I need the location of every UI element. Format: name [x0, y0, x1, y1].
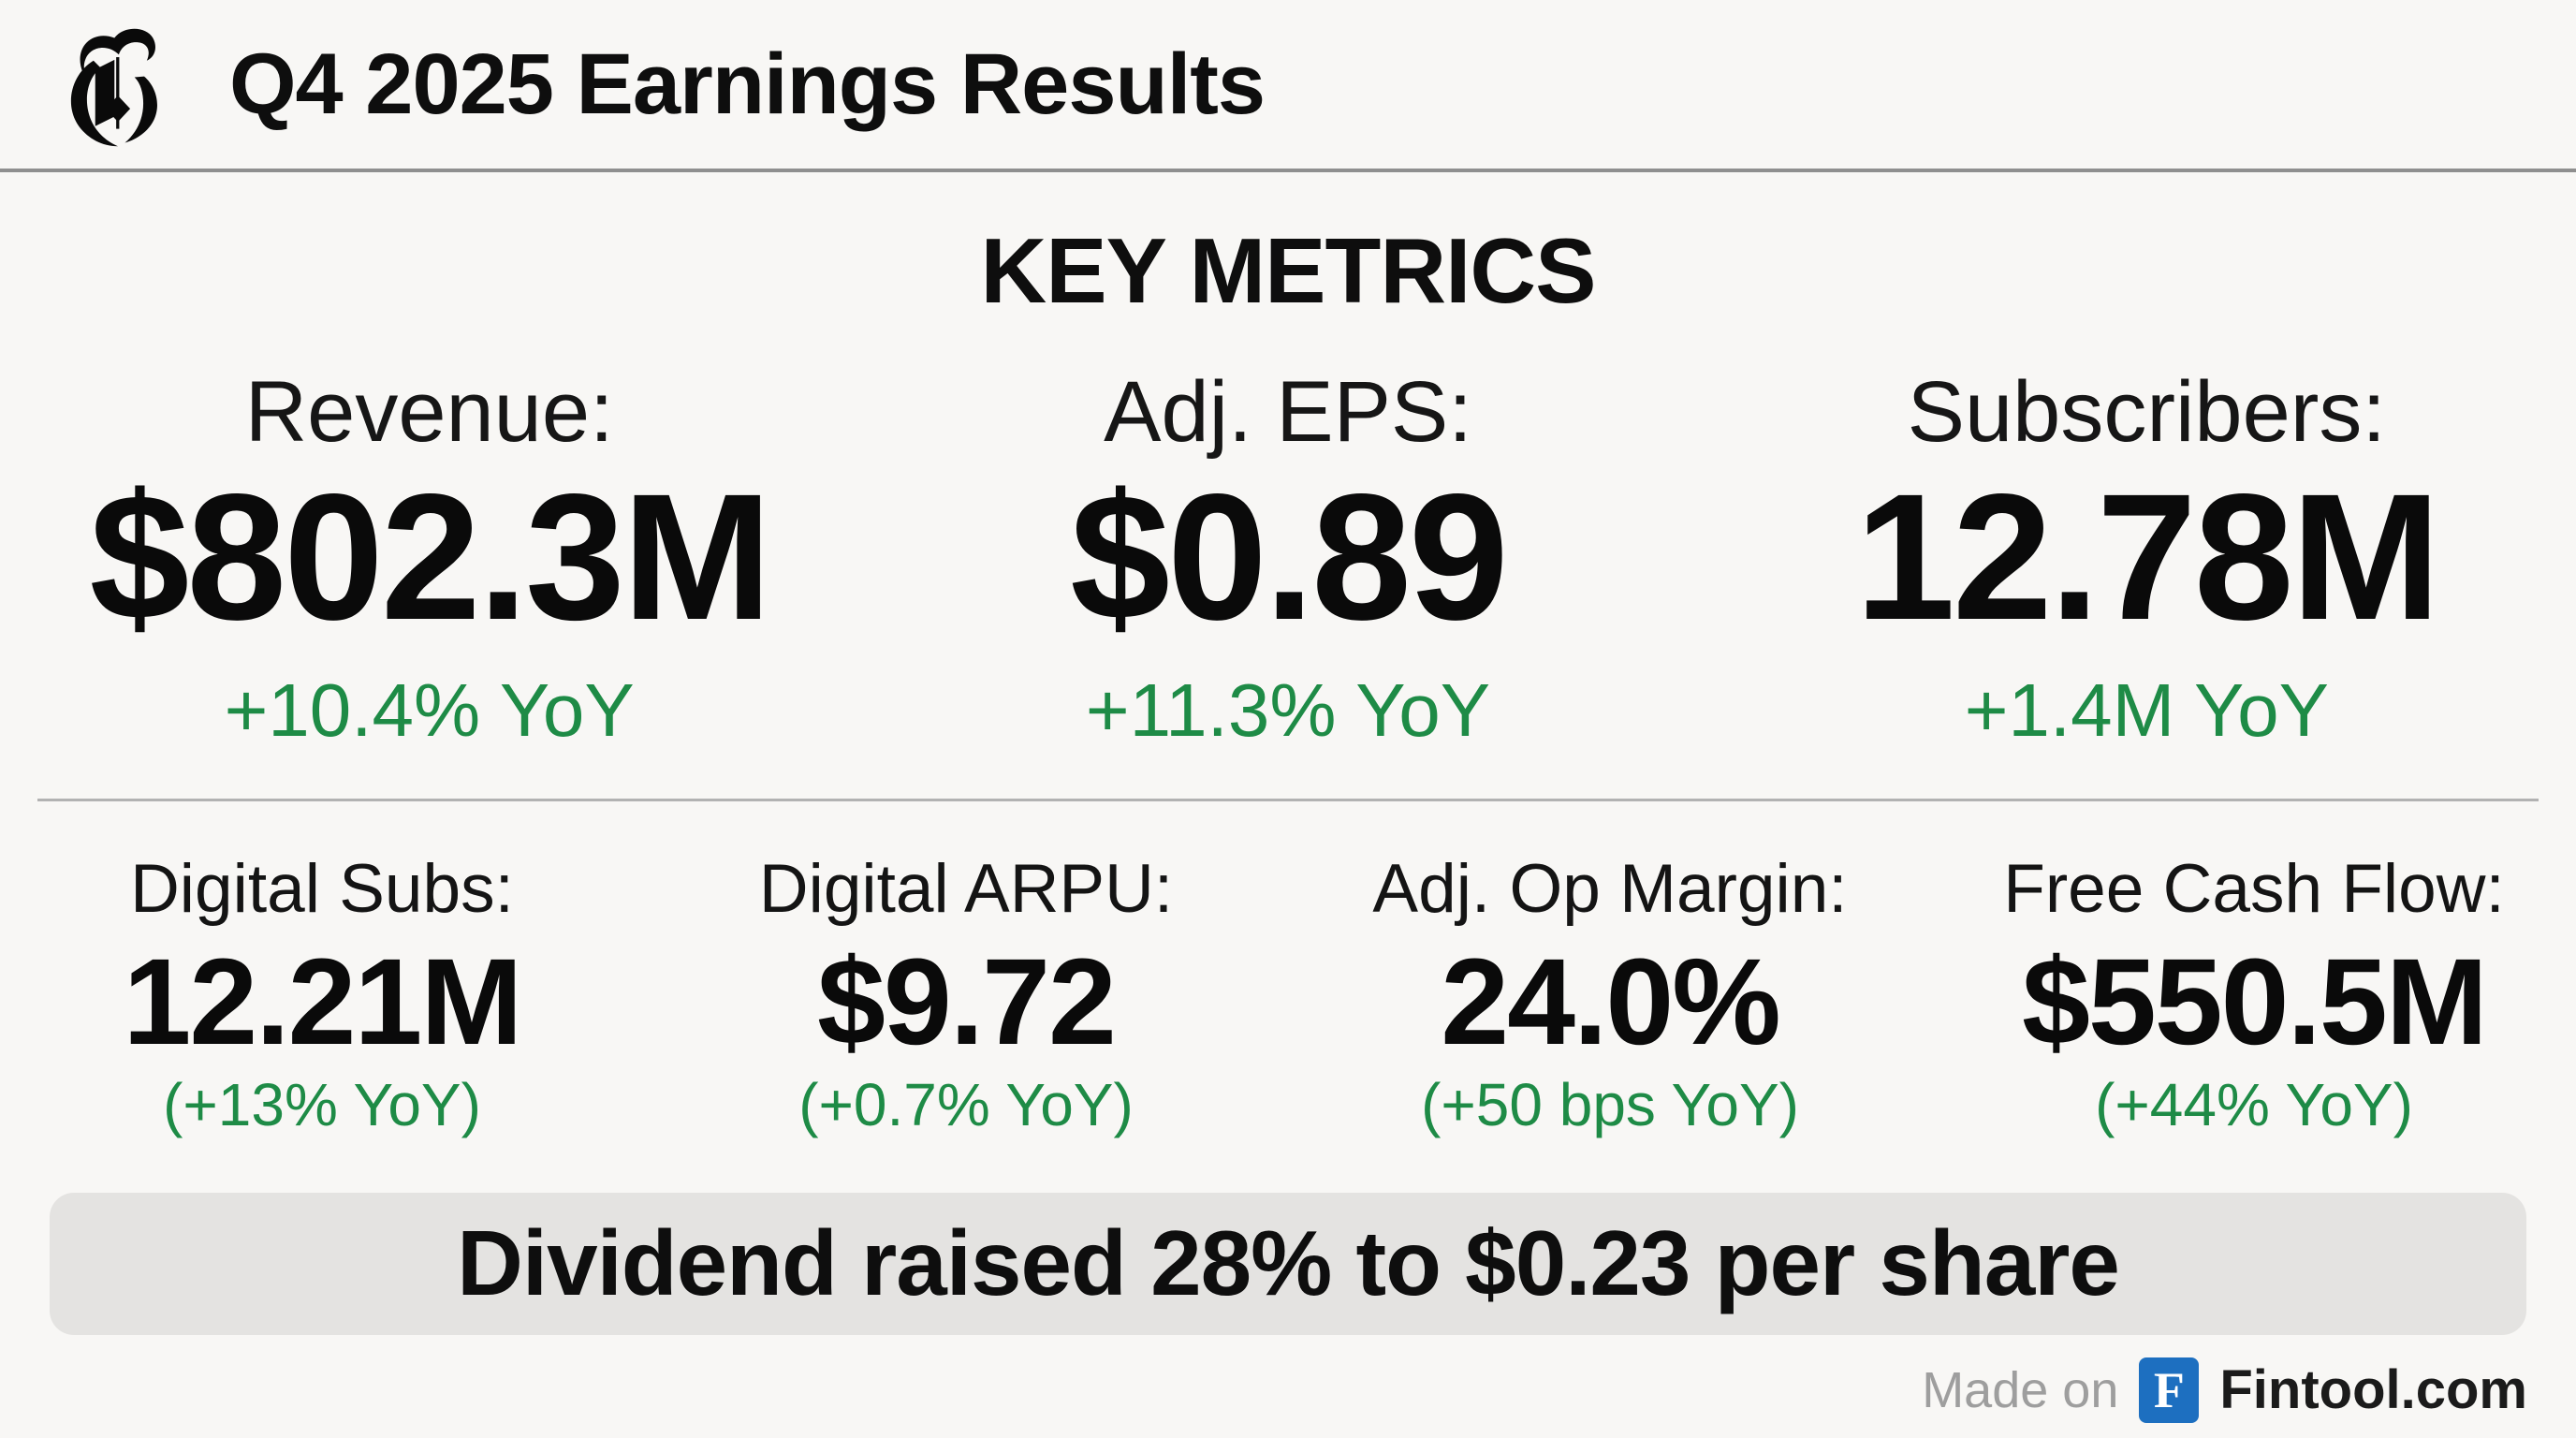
fintool-logo-letter: F	[2153, 1361, 2185, 1418]
metric-value: $802.3M	[89, 456, 772, 658]
dividend-banner-text: Dividend raised 28% to $0.23 per share	[457, 1211, 2120, 1315]
metric-adj-op-margin: Adj. Op Margin: 24.0% (+50 bps YoY)	[1288, 851, 1932, 1139]
secondary-metrics-row: Digital Subs: 12.21M (+13% YoY) Digital …	[0, 851, 2576, 1139]
fintool-brand-label: Fintool.com	[2219, 1359, 2527, 1421]
metric-label: Free Cash Flow:	[2003, 851, 2505, 928]
metric-label: Digital Subs:	[130, 851, 514, 928]
metric-revenue: Revenue: $802.3M +10.4% YoY	[0, 364, 858, 753]
dividend-banner: Dividend raised 28% to $0.23 per share	[50, 1192, 2526, 1335]
metric-change: (+44% YoY)	[2095, 1071, 2413, 1139]
made-on-label: Made on	[1922, 1361, 2119, 1418]
metric-free-cash-flow: Free Cash Flow: $550.5M (+44% YoY)	[1932, 851, 2576, 1139]
metric-digital-subs: Digital Subs: 12.21M (+13% YoY)	[0, 851, 644, 1139]
footer: Made on F Fintool.com	[0, 1357, 2576, 1423]
metric-adj-eps: Adj. EPS: $0.89 +11.3% YoY	[858, 364, 1717, 753]
metric-label: Revenue:	[244, 364, 614, 460]
metric-value: 12.21M	[123, 932, 523, 1071]
metric-change: +1.4M YoY	[1964, 668, 2329, 753]
metric-label: Subscribers:	[1907, 364, 2386, 460]
metric-digital-arpu: Digital ARPU: $9.72 (+0.7% YoY)	[644, 851, 1288, 1139]
metric-label: Digital ARPU:	[758, 851, 1174, 928]
nyt-blackletter-t-icon	[70, 28, 157, 147]
metric-value: $0.89	[1070, 456, 1508, 658]
header: Q4 2025 Earnings Results	[0, 0, 2576, 172]
metric-value: 12.78M	[1855, 456, 2440, 658]
section-title: KEY METRICS	[980, 219, 1597, 322]
metric-value: $9.72	[817, 932, 1117, 1071]
metric-value: $550.5M	[2022, 932, 2488, 1071]
metric-label: Adj. EPS:	[1104, 364, 1472, 460]
metric-value: 24.0%	[1441, 932, 1780, 1071]
metric-change: +11.3% YoY	[1085, 668, 1491, 753]
metric-subscribers: Subscribers: 12.78M +1.4M YoY	[1718, 364, 2576, 753]
metric-change: +10.4% YoY	[224, 668, 635, 753]
metric-change: (+50 bps YoY)	[1421, 1071, 1799, 1139]
primary-metrics-row: Revenue: $802.3M +10.4% YoY Adj. EPS: $0…	[0, 364, 2576, 753]
page-title: Q4 2025 Earnings Results	[229, 36, 1266, 132]
metric-change: (+13% YoY)	[163, 1071, 481, 1139]
metric-change: (+0.7% YoY)	[798, 1071, 1134, 1139]
fintool-f-icon: F	[2139, 1357, 2200, 1423]
metrics-divider	[37, 799, 2539, 802]
metric-label: Adj. Op Margin:	[1372, 851, 1848, 928]
